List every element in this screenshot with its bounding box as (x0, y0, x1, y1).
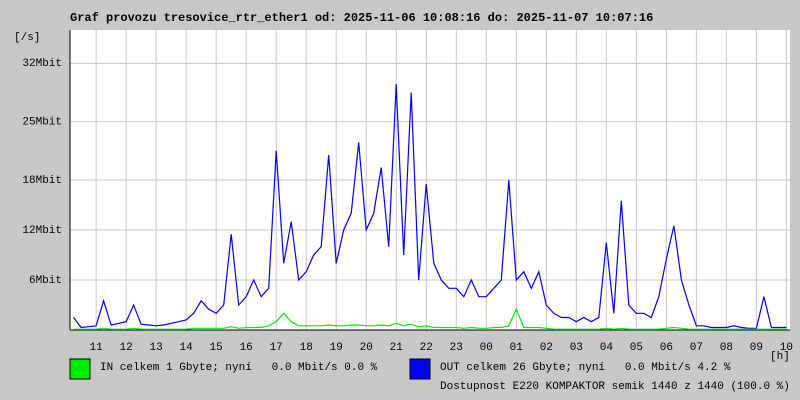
x-tick-label: 08 (720, 342, 733, 354)
x-tick-label: 21 (390, 342, 404, 354)
x-tick-label: 16 (240, 342, 253, 354)
legend-swatch (409, 358, 431, 380)
x-tick-label: 23 (450, 342, 463, 354)
y-tick-label: 18Mbit (22, 175, 62, 187)
series-line (73, 84, 787, 329)
x-tick-label: 00 (480, 342, 493, 354)
y-tick-label: 32Mbit (22, 58, 62, 70)
x-tick-label: 20 (360, 342, 373, 354)
y-tick-label: 6Mbit (29, 275, 62, 287)
legend-swatch (69, 358, 91, 380)
y-tick-label: 12Mbit (22, 225, 62, 237)
x-tick-label: 04 (600, 342, 614, 354)
x-tick-label: 10 (780, 342, 793, 354)
x-tick-label: 11 (90, 342, 104, 354)
series-line (73, 307, 787, 330)
legend-label: IN celkem 1 Gbyte; nyní 0.0 Mbit/s 0.0 % (100, 362, 378, 374)
x-tick-label: 09 (750, 342, 763, 354)
x-tick-label: 06 (660, 342, 673, 354)
chart-title: Graf provozu tresovice_rtr_ether1 od: 20… (70, 11, 653, 25)
x-unit: [h] (770, 351, 790, 363)
x-tick-label: 13 (150, 342, 163, 354)
x-tick-label: 15 (210, 342, 223, 354)
annotation: Dostupnost E220 KOMPAKTOR semik 1440 z 1… (440, 381, 790, 393)
x-tick-label: 18 (300, 342, 313, 354)
x-tick-label: 12 (120, 342, 133, 354)
x-tick-label: 02 (540, 342, 553, 354)
x-tick-label: 22 (420, 342, 433, 354)
x-tick-label: 03 (570, 342, 583, 354)
y-tick-label: 25Mbit (22, 117, 62, 129)
legend-label: OUT celkem 26 Gbyte; nyní 0.0 Mbit/s 4.2… (440, 362, 731, 374)
x-tick-label: 14 (180, 342, 194, 354)
x-tick-label: 19 (330, 342, 343, 354)
x-tick-label: 05 (630, 342, 643, 354)
x-tick-label: 01 (510, 342, 524, 354)
x-tick-label: 07 (690, 342, 703, 354)
x-tick-label: 17 (270, 342, 283, 354)
y-unit: [/s] (14, 32, 40, 44)
